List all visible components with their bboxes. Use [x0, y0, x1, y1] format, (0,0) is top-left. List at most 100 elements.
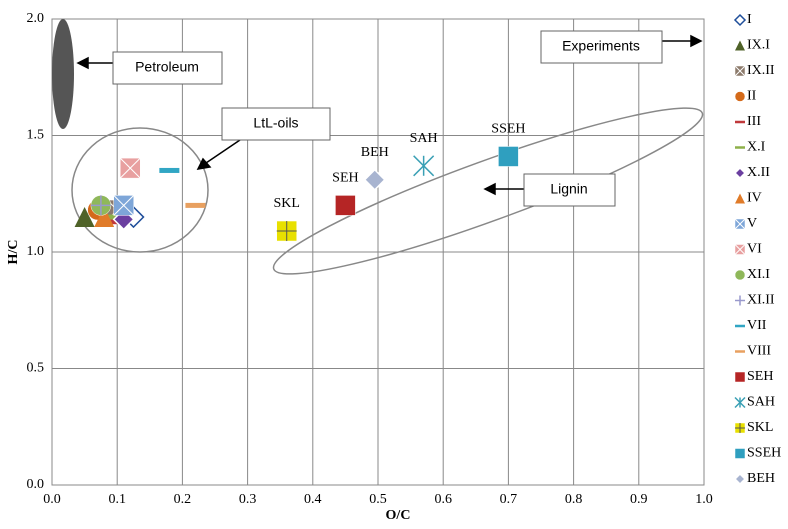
marker-part [335, 195, 356, 216]
legend-label: IX.I [747, 38, 770, 53]
legend-label: X.I [747, 140, 766, 155]
legend-marker [734, 448, 746, 459]
legend-label: SAH [747, 395, 775, 410]
plot-border [51, 18, 705, 486]
legend-marker [735, 40, 745, 51]
point-label: BEH [361, 145, 389, 160]
arrow-head [196, 157, 212, 170]
legend-marker [735, 324, 745, 328]
annotation: LtL-oils [253, 115, 298, 131]
point [90, 195, 111, 216]
legend-label: II [747, 89, 757, 104]
y-tick-label: 1.5 [27, 128, 45, 143]
legend-label: BEH [747, 471, 775, 486]
legend-label: V [747, 216, 757, 231]
point [159, 167, 180, 173]
legend-marker [734, 91, 746, 102]
annotation-arrows [76, 34, 703, 196]
legend-marker [734, 371, 746, 383]
legend-marker [735, 295, 745, 306]
point-label: SKL [273, 196, 299, 211]
x-tick-label: 0.9 [630, 492, 648, 507]
legend-marker [734, 244, 746, 255]
marker-part [735, 350, 745, 353]
marker-part [733, 472, 747, 486]
point [113, 195, 135, 216]
legend-label: SSEH [747, 446, 781, 461]
marker-part [734, 244, 746, 255]
annotation-boxes [112, 30, 663, 207]
marker-part [113, 195, 135, 216]
marker-part [734, 448, 746, 459]
legend-label: X.II [747, 165, 770, 180]
x-tick-label: 0.2 [174, 492, 192, 507]
x-tick-label: 0.3 [239, 492, 257, 507]
marker-part [735, 146, 745, 149]
x-tick-label: 0.7 [500, 492, 518, 507]
legend-label: I [747, 12, 752, 27]
point-label: SAH [410, 131, 438, 146]
legend-marker [733, 472, 747, 486]
point [276, 220, 297, 242]
marker-part [733, 13, 747, 27]
annotation: Experiments [562, 38, 640, 54]
legend-marker [734, 218, 746, 230]
marker-part [498, 146, 519, 167]
x-tick-label: 0.0 [43, 492, 61, 507]
marker-part [185, 202, 206, 208]
marker-part [734, 91, 746, 102]
marker-part [734, 218, 746, 230]
y-tick-label: 0.5 [27, 361, 45, 376]
y-tick-label: 0.0 [27, 477, 45, 492]
legend-marker [734, 269, 746, 281]
legend-marker [735, 146, 745, 149]
point [94, 207, 115, 228]
annotation: Petroleum [135, 59, 199, 75]
marker-part [94, 207, 115, 228]
legend-marker [735, 193, 745, 204]
point [74, 207, 95, 228]
annotation: Lignin [550, 181, 587, 197]
petroleum-region [52, 19, 74, 129]
legend-label: IX.II [747, 63, 775, 78]
marker-part [735, 324, 745, 328]
marker-part [119, 157, 141, 179]
legend-label: XI.II [747, 293, 775, 308]
ltl-oils-region [71, 127, 209, 253]
annotation-box [523, 173, 616, 207]
marker-part [363, 168, 386, 191]
marker-part [735, 120, 745, 124]
x-axis-label: O/C [386, 508, 411, 523]
marker-part [733, 166, 747, 180]
x-tick-label: 0.5 [369, 492, 387, 507]
marker-part [735, 40, 745, 51]
legend-marker [734, 422, 746, 434]
legend-marker [734, 65, 746, 77]
marker-part [159, 167, 180, 173]
annotation-box [112, 51, 223, 85]
legend-marker [735, 350, 745, 353]
legend-label: III [747, 114, 761, 129]
legend-marker [733, 13, 747, 27]
arrow-head [690, 34, 703, 48]
point [363, 168, 386, 191]
x-tick-label: 0.6 [434, 492, 452, 507]
points [74, 146, 519, 242]
annotation-box [540, 30, 663, 64]
legend-label: VII [747, 318, 767, 333]
x-tick-label: 0.8 [565, 492, 583, 507]
point [119, 157, 141, 179]
marker-part [74, 207, 95, 228]
point-label: SSEH [491, 122, 525, 137]
legend-marker [733, 166, 747, 180]
legend-label: SKL [747, 420, 773, 435]
legend-label: VIII [747, 344, 771, 359]
legend-marker [735, 120, 745, 124]
arrow-head [76, 56, 89, 70]
point [185, 202, 206, 208]
legend-label: SEH [747, 369, 773, 384]
legend-label: XI.I [747, 267, 770, 282]
legend: IIX.IIX.IIIIIIIX.IX.IIIVVVIXI.IXI.IIVIIV… [733, 12, 781, 486]
point [413, 155, 435, 177]
